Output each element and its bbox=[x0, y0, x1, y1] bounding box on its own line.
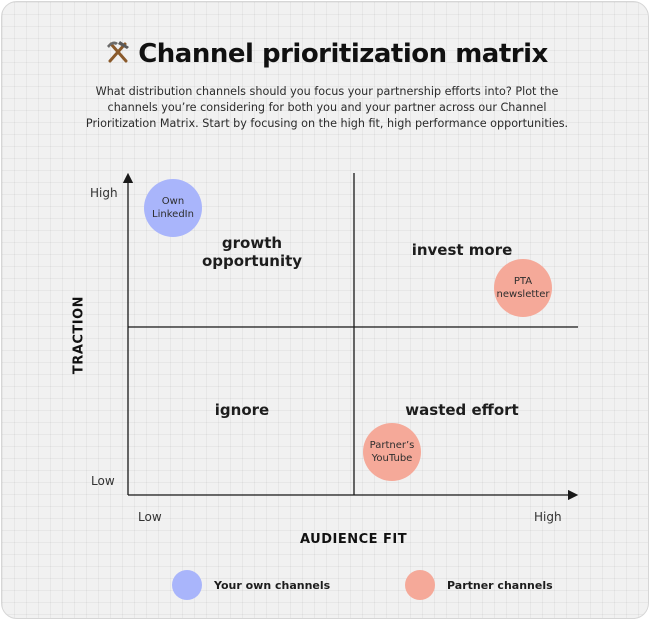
legend-own-label: Your own channels bbox=[214, 578, 331, 592]
legend-own-swatch bbox=[172, 570, 202, 600]
channel-bubble-partners-youtube: Partner’s YouTube bbox=[363, 423, 421, 481]
quadrant-label-growth-opportunity: growth opportunity bbox=[201, 234, 303, 270]
quadrant-label-wasted-effort: wasted effort bbox=[405, 401, 519, 419]
x-low-label: Low bbox=[138, 510, 162, 524]
y-low-label: Low bbox=[91, 474, 115, 488]
title-text: Channel prioritization matrix bbox=[138, 39, 548, 69]
y-high-label: High bbox=[90, 186, 118, 200]
quadrant-label-invest-more: invest more bbox=[411, 241, 513, 259]
legend-partner-channels: Partner channels bbox=[405, 570, 553, 600]
channel-bubble-own-linkedin: Own LinkedIn bbox=[144, 179, 202, 237]
x-axis-title: AUDIENCE FIT bbox=[300, 532, 408, 547]
channel-bubble-pta-newsletter: PTA newsletter bbox=[494, 259, 552, 317]
y-axis-title: TRACTION bbox=[71, 295, 87, 375]
quadrant-label-ignore: ignore bbox=[214, 401, 270, 419]
legend-partner-label: Partner channels bbox=[447, 578, 553, 592]
legend-partner-swatch bbox=[405, 570, 435, 600]
x-high-label: High bbox=[534, 510, 562, 524]
page-title: Channel prioritization matrix bbox=[2, 38, 648, 73]
page-subtitle: What distribution channels should you fo… bbox=[85, 85, 569, 130]
hammer-and-pick-icon bbox=[104, 38, 132, 73]
legend-own-channels: Your own channels bbox=[172, 570, 330, 600]
